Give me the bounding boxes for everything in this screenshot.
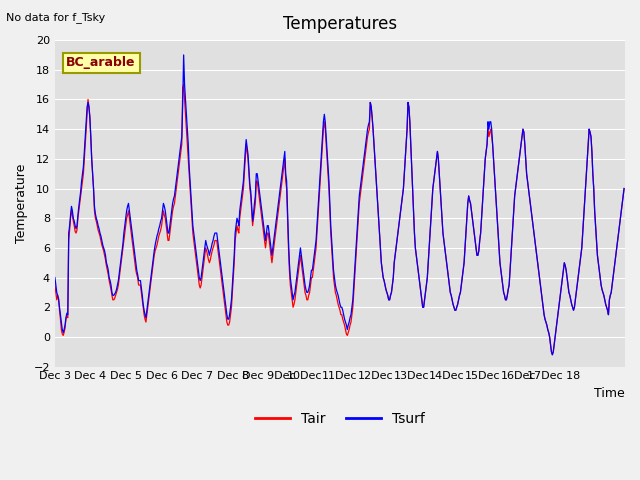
Tair bbox=[51, 282, 59, 288]
Line: Tair: Tair bbox=[55, 84, 624, 355]
Tsurf bbox=[180, 52, 188, 58]
Tair bbox=[620, 186, 628, 192]
Tair bbox=[132, 267, 140, 273]
Tsurf bbox=[494, 230, 502, 236]
Tsurf bbox=[132, 260, 140, 265]
Tair bbox=[607, 289, 615, 295]
Tsurf bbox=[607, 289, 615, 295]
Legend: Tair, Tsurf: Tair, Tsurf bbox=[250, 407, 431, 432]
Tair bbox=[494, 230, 502, 236]
Text: No data for f_Tsky: No data for f_Tsky bbox=[6, 12, 106, 23]
Line: Tsurf: Tsurf bbox=[55, 55, 624, 355]
Tsurf bbox=[530, 230, 538, 236]
Y-axis label: Temperature: Temperature bbox=[15, 164, 28, 243]
Tair bbox=[548, 352, 556, 358]
Tair bbox=[262, 238, 270, 243]
Tsurf bbox=[262, 230, 270, 236]
Tsurf bbox=[548, 352, 556, 358]
Title: Temperatures: Temperatures bbox=[283, 15, 397, 33]
Tsurf bbox=[620, 186, 628, 192]
Tsurf bbox=[51, 275, 59, 280]
Tsurf bbox=[462, 230, 470, 236]
Tair bbox=[180, 82, 188, 87]
Text: BC_arable: BC_arable bbox=[67, 57, 136, 70]
X-axis label: Time: Time bbox=[595, 387, 625, 400]
Tair bbox=[462, 230, 470, 236]
Tair bbox=[530, 230, 538, 236]
